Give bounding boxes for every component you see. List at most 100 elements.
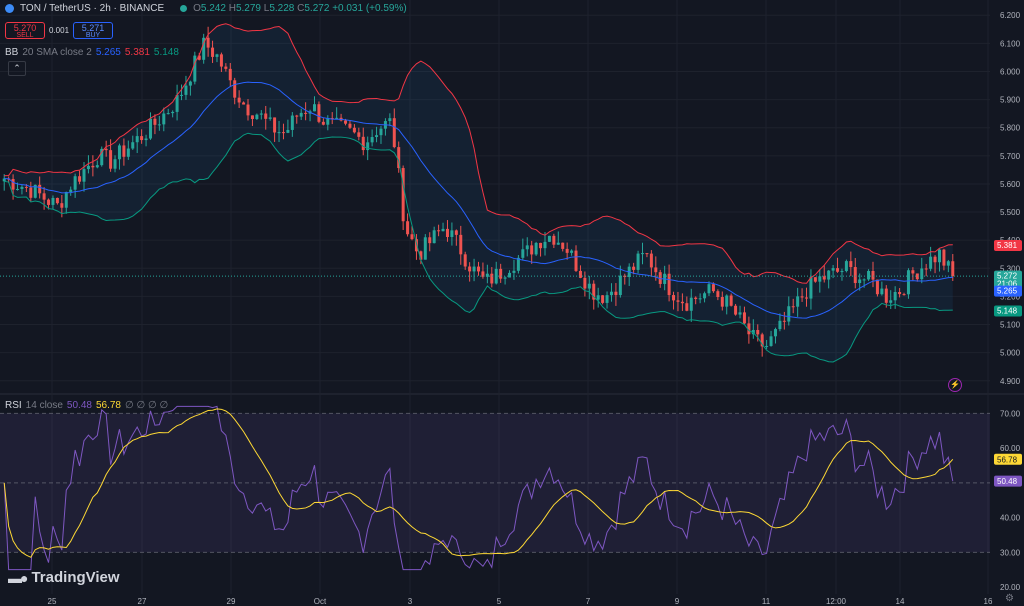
- candle-body: [16, 188, 20, 190]
- candle-body: [20, 186, 24, 189]
- bb-legend[interactable]: BB 20 SMA close 2 5.265 5.381 5.148: [5, 47, 179, 58]
- bb-lines: [0, 23, 990, 363]
- candle-body: [326, 118, 330, 125]
- candle-body: [11, 178, 15, 190]
- rsi-badge: 50.48: [994, 475, 1022, 487]
- candle-body: [184, 85, 188, 95]
- candle-body: [361, 136, 365, 151]
- last-price-badge-bg: [994, 270, 1022, 290]
- candle-body: [543, 241, 547, 249]
- candle-body: [42, 193, 46, 200]
- price-axis[interactable]: 6.200 6.100 6.000 5.900 5.800 5.700 5.600 5.500…: [1000, 11, 1021, 592]
- candle-body: [206, 37, 210, 48]
- candle-body: [605, 295, 609, 303]
- candle-body: [547, 235, 551, 242]
- candle-body: [929, 256, 933, 269]
- time-tick-label: 14: [896, 597, 905, 606]
- settings-gear-icon[interactable]: ⚙: [1005, 593, 1014, 604]
- candle-body: [716, 291, 720, 298]
- candle-body: [636, 253, 640, 270]
- candle-body: [73, 176, 77, 190]
- candle-body: [906, 270, 910, 295]
- rsi-tick-label: 70.00: [1000, 409, 1021, 418]
- candle-body: [609, 291, 613, 296]
- candle-body: [512, 270, 516, 273]
- candle-body: [756, 329, 760, 335]
- candle-body: [117, 145, 121, 160]
- candle-body: [166, 113, 170, 115]
- time-tick-label: 9: [675, 597, 680, 606]
- candle-body: [277, 132, 281, 134]
- candle-body: [871, 270, 875, 280]
- time-tick-label: 5: [497, 597, 502, 606]
- candle-body: [508, 272, 512, 278]
- candle-body: [144, 138, 148, 141]
- candle-body: [51, 197, 55, 205]
- candle-body: [765, 345, 769, 347]
- candle-body: [428, 237, 432, 244]
- candle-body: [188, 81, 192, 86]
- candle-body: [836, 268, 840, 272]
- candle-body: [215, 54, 219, 57]
- candle-body: [242, 102, 246, 105]
- candle-body: [131, 142, 135, 149]
- candle-body: [570, 250, 574, 253]
- candle-body: [787, 306, 791, 322]
- candle-body: [259, 113, 263, 115]
- price-tick-label: 5.200: [1000, 292, 1021, 301]
- rsi-legend[interactable]: RSI 14 close 50.48 56.78 ∅ ∅ ∅ ∅: [5, 400, 169, 411]
- rsi-band: [0, 412, 990, 553]
- candle-body: [401, 168, 405, 222]
- candle-body: [565, 248, 569, 253]
- candle-body: [109, 150, 113, 169]
- candle-body: [849, 261, 853, 268]
- price-tick-label: 5.300: [1000, 264, 1021, 273]
- candle-body: [126, 148, 130, 157]
- candle-body: [157, 124, 161, 126]
- symbol-title[interactable]: TON / TetherUS · 2h · BINANCE: [20, 3, 165, 14]
- candle-body: [423, 237, 427, 260]
- candle-body: [561, 242, 565, 249]
- candle-body: [875, 279, 879, 295]
- upper-band-badge: 5.381: [994, 240, 1022, 252]
- candle-body: [840, 271, 844, 273]
- candle-body: [113, 159, 117, 169]
- collapse-legend-button[interactable]: ⌃: [8, 61, 26, 76]
- sell-button[interactable]: 5.270 SELL: [5, 22, 45, 39]
- candle-body: [91, 165, 95, 168]
- candle-body: [893, 291, 897, 301]
- rsi-ma-badge-bg: [994, 453, 1022, 465]
- bb-basis-line: [4, 81, 953, 319]
- ohlc-readout: O5.242 H5.279 L5.228 C5.272 +0.031 (+0.5…: [193, 3, 407, 14]
- candle-body: [348, 123, 352, 128]
- candle-body: [38, 184, 42, 194]
- candle-body: [193, 55, 197, 82]
- candle-body: [246, 104, 250, 116]
- lightning-icon[interactable]: ⚡: [948, 378, 962, 392]
- candle-body: [140, 136, 144, 141]
- candle-body: [330, 118, 334, 120]
- candle-body: [942, 249, 946, 266]
- price-tick-label: 5.700: [1000, 152, 1021, 161]
- candle-body: [676, 300, 680, 302]
- candle-body: [224, 66, 228, 69]
- time-axis[interactable]: 25 27 29 Oct 3 5 7 9 11 12:00 14 16: [48, 597, 993, 606]
- candle-body: [135, 136, 139, 143]
- candle-body: [596, 295, 600, 300]
- candle-body: [503, 277, 507, 279]
- candle-body: [889, 300, 893, 303]
- rsi-badge-bg: [994, 475, 1022, 487]
- candle-body: [281, 132, 285, 134]
- candle-body: [441, 228, 445, 232]
- buy-button[interactable]: 5.271 BUY: [73, 22, 114, 39]
- price-tick-label: 5.900: [1000, 96, 1021, 105]
- candle-body: [299, 112, 303, 117]
- candle-body: [769, 336, 773, 346]
- candle-body: [902, 294, 906, 296]
- candle-body: [782, 320, 786, 322]
- time-tick-label: 27: [138, 597, 147, 606]
- candle-body: [937, 249, 941, 263]
- candle-body: [853, 267, 857, 284]
- candle-body: [2, 178, 6, 182]
